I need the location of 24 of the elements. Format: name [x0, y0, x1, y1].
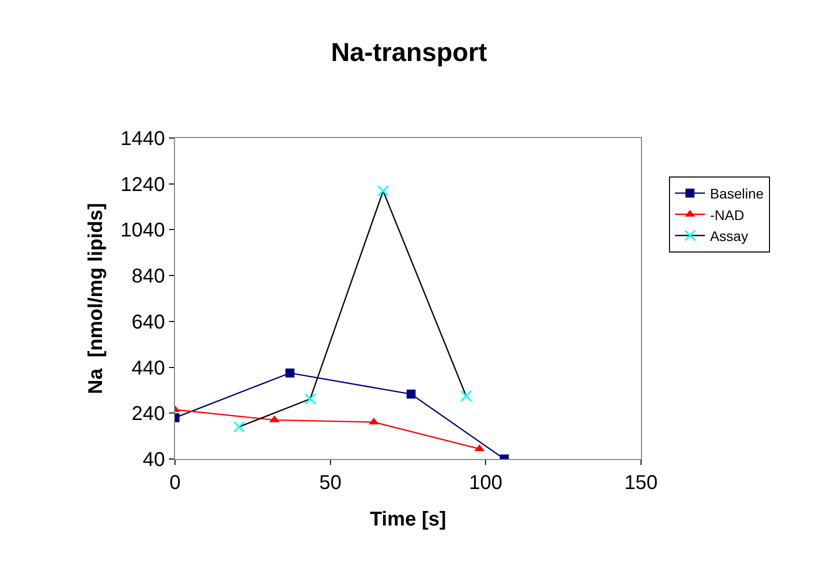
y-tick-label: 1040 — [120, 220, 165, 242]
point — [460, 390, 472, 402]
legend-label: Baseline — [710, 186, 764, 202]
point — [406, 390, 416, 399]
y-tick-label: 1440 — [120, 128, 165, 150]
point — [285, 368, 294, 378]
point — [233, 421, 245, 433]
x-tick-label: 50 — [319, 472, 342, 494]
y-tick-label: 640 — [132, 311, 165, 334]
legend-label: Assay — [710, 228, 748, 244]
x-axis-title: Time [s] — [370, 508, 446, 530]
y-tick-label: 240 — [132, 403, 165, 426]
point — [304, 393, 316, 405]
chart-title: Na-transport — [330, 37, 488, 68]
y-axis-title: Na [nmol/mg lipids] — [85, 202, 107, 394]
x-tick-label: 0 — [169, 472, 181, 494]
legend-label: -NAD — [710, 206, 744, 223]
x-tick-label: 150 — [624, 472, 658, 494]
x-tick-label: 100 — [468, 472, 502, 494]
y-tick-label: 40 — [142, 449, 165, 471]
point — [377, 185, 389, 197]
y-tick-label: 840 — [132, 266, 165, 288]
y-tick-label: 440 — [132, 357, 165, 380]
y-tick-label: 1240 — [120, 174, 165, 196]
